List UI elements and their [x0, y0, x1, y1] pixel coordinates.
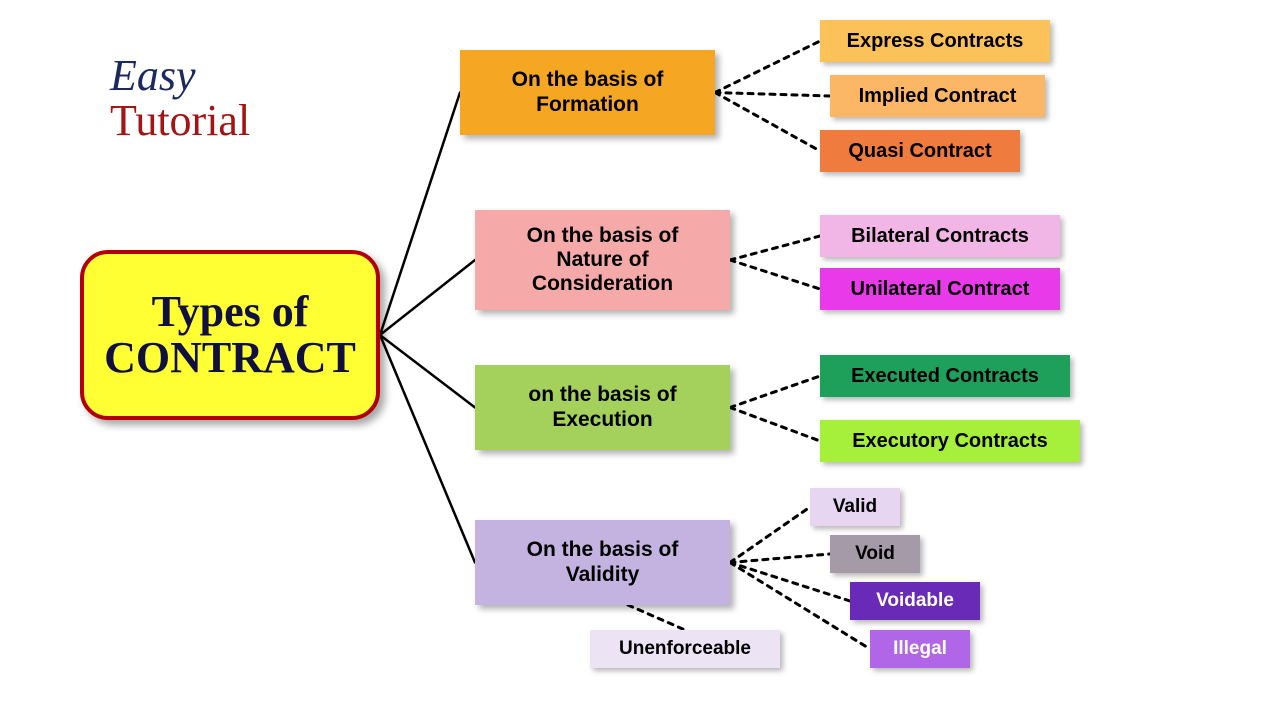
logo-line2: Tutorial	[110, 95, 250, 146]
leaf-validity-0: Valid	[810, 488, 900, 526]
root-node: Types of CONTRACT	[80, 250, 380, 420]
leaf-formation-1: Implied Contract	[830, 75, 1045, 117]
leaf-consideration-0: Bilateral Contracts	[820, 215, 1060, 257]
leaf-consideration-1: Unilateral Contract	[820, 268, 1060, 310]
category-execution: on the basis ofExecution	[475, 365, 730, 450]
leaf-execution-0: Executed Contracts	[820, 355, 1070, 397]
category-validity: On the basis ofValidity	[475, 520, 730, 605]
logo-line1: Easy	[110, 50, 250, 101]
leaf-execution-1: Executory Contracts	[820, 420, 1080, 462]
leaf-validity-1: Void	[830, 535, 920, 573]
root-line2: CONTRACT	[104, 335, 356, 381]
logo: Easy Tutorial	[110, 50, 250, 146]
leaf-formation-2: Quasi Contract	[820, 130, 1020, 172]
leaf-validity-2: Voidable	[850, 582, 980, 620]
leaf-validity-3: Illegal	[870, 630, 970, 668]
category-formation: On the basis ofFormation	[460, 50, 715, 135]
leaf-validity-4: Unenforceable	[590, 630, 780, 668]
root-line1: Types of	[152, 289, 309, 335]
category-consideration: On the basis ofNature ofConsideration	[475, 210, 730, 310]
leaf-formation-0: Express Contracts	[820, 20, 1050, 62]
